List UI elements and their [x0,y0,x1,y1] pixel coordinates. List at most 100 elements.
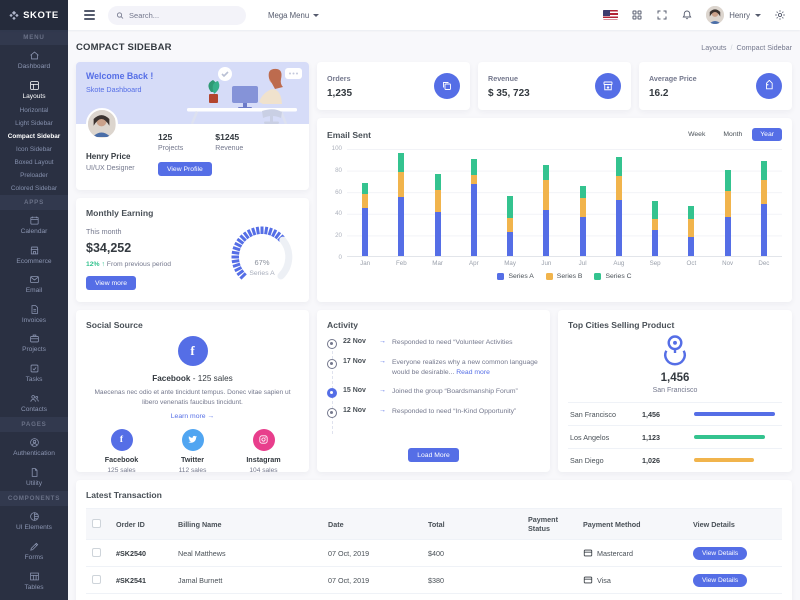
topbar: SKOTE Mega Menu Henry [0,0,800,30]
sidebar-item-ui-elements[interactable]: UI Elements [0,506,68,536]
sidebar-item-tables[interactable]: Tables [0,566,68,596]
sidebar-subitem-light-sidebar[interactable]: Light Sidebar [15,119,53,127]
social-twitter: Twitter 112 sales [157,428,228,474]
learn-more-link[interactable]: Learn more → [170,412,215,420]
sidebar-item-contacts[interactable]: Contacts [0,388,68,418]
bar-segment [724,191,731,218]
bar-segment [615,199,622,256]
logo[interactable]: SKOTE [0,0,68,30]
row-checkbox[interactable] [92,547,101,557]
facebook-icon[interactable]: f [110,428,133,451]
bar-segment [652,200,659,220]
sidebar-item-calendar[interactable]: Calendar [0,210,68,240]
y-tick-label: 60 [335,188,342,196]
menu-toggle-icon[interactable] [76,6,102,24]
sidebar-subitem-preloader[interactable]: Preloader [20,171,48,179]
sidebar-subitem-boxed-layout[interactable]: Boxed Layout [14,158,54,166]
search-input[interactable] [129,10,238,20]
activity-item: 12 Nov → Responded to need “In-Kind Oppo… [327,407,540,418]
arrow-right-icon: → [379,358,386,365]
notifications-bell-icon[interactable] [681,9,693,21]
sidebar-item-ecommerce[interactable]: Ecommerce [0,240,68,270]
language-flag-us[interactable] [603,10,619,20]
chart-legend: Series A Series B Series C [347,273,782,280]
timeline-dot-active-icon [327,387,337,398]
x-tick-label: Jan [360,260,371,267]
user-name: Henry [729,10,750,20]
sidebar-subitem-horizontal[interactable]: Horizontal [19,106,49,114]
timeline-dot-icon [327,339,337,349]
view-more-button[interactable]: View more [86,276,136,290]
bar-segment [543,165,550,181]
sidebar-subitem-compact-sidebar[interactable]: Compact Sidebar [7,132,61,140]
select-all-checkbox[interactable] [92,518,101,528]
sidebar-item-dashboard[interactable]: Dashboard [0,45,68,75]
file-icon [31,467,37,477]
col-date: Date [322,508,422,540]
sidebar-item-forms[interactable]: Forms [0,536,68,566]
sidebar-item-invoices[interactable]: Invoices [0,299,68,329]
sidebar-subitem-colored-sidebar[interactable]: Colored Sidebar [10,184,58,192]
y-tick-label: 40 [335,210,342,218]
tab-week[interactable]: Week [680,128,713,141]
sidebar-item-tasks[interactable]: Tasks [0,358,68,388]
city-row: San Francisco 1,456 [568,402,782,425]
email-sent-chart: 100 80 60 40 20 0 Jan Feb Mar Apr May Jun Jul Aug Sep… [327,145,782,292]
col-total: Total [422,508,522,540]
social-instagram: Instagram 104 sales [228,428,299,474]
settings-gear-icon[interactable] [774,9,786,21]
tab-year[interactable]: Year [752,128,782,141]
legend-swatch-c [594,273,602,280]
apps-grid-icon[interactable] [631,9,643,21]
sidebar-subitem-icon-sidebar[interactable]: Icon Sidebar [16,145,52,153]
load-more-button[interactable]: Load More [408,448,459,462]
table-row: #SK2540 Neal Matthews 07 Oct, 2019 $400 … [86,539,782,567]
sidebar-item-layouts[interactable]: Layouts [0,75,68,105]
bar-segment [760,180,767,205]
bar-column [746,149,782,256]
email-sent-title: Email Sent [327,129,371,140]
breadcrumb-parent[interactable]: Layouts [701,42,727,52]
envelope-icon [29,276,39,284]
bar-segment [760,204,767,256]
view-details-button[interactable]: View Details [693,573,748,587]
twitter-icon[interactable] [181,428,204,451]
view-profile-button[interactable]: View Profile [158,162,212,176]
sidebar-item-authentication[interactable]: Authentication [0,432,68,462]
tone-circle-icon [29,512,39,522]
row-checkbox[interactable] [92,574,101,584]
instagram-icon[interactable] [252,428,275,451]
bar-column [492,149,528,256]
bar-segment [579,185,586,198]
sidebar-item-utility[interactable]: Utility [0,462,68,492]
user-menu[interactable]: Henry [706,6,761,24]
logo-icon [9,10,19,20]
col-billing-name: Billing Name [172,508,322,540]
projects-stat: 125 Projects [158,132,184,152]
sidebar: MENU Dashboard Layouts Horizontal Light … [0,30,68,600]
sidebar-item-projects[interactable]: Projects [0,328,68,358]
bar-segment [543,209,550,256]
arrow-right-icon: → [379,386,386,394]
bar-segment [615,176,622,200]
top-cities-card: Top Cities Selling Product 1,456 San Fra… [558,310,792,472]
mega-menu-button[interactable]: Mega Menu [268,11,320,20]
view-details-button[interactable]: View Details [693,546,748,560]
search-box[interactable] [108,5,246,25]
col-order-id: Order ID [110,508,172,540]
x-tick-label: Oct [686,260,697,267]
calendar-icon [29,216,39,225]
revenue-stat: $1245 Revenue [215,132,244,152]
bar-segment [362,194,369,209]
email-sent-xlabels: Jan Feb Mar Apr May Jun Jul Aug Sep Oct Nov Dec [347,260,782,267]
sidebar-item-charts[interactable]: Charts [0,595,68,600]
bar-segment [652,219,659,231]
sidebar-item-email[interactable]: Email [0,269,68,299]
fullscreen-icon[interactable] [656,9,668,21]
profile-avatar [86,108,118,140]
table-row: #SK2541 Jamal Burnett 07 Oct, 2019 $380 … [86,566,782,594]
tab-month[interactable]: Month [715,128,750,141]
email-sent-yaxis: 100 80 60 40 20 0 [327,145,347,261]
read-more-link[interactable]: Read more [456,368,490,376]
bar-segment [470,158,477,176]
